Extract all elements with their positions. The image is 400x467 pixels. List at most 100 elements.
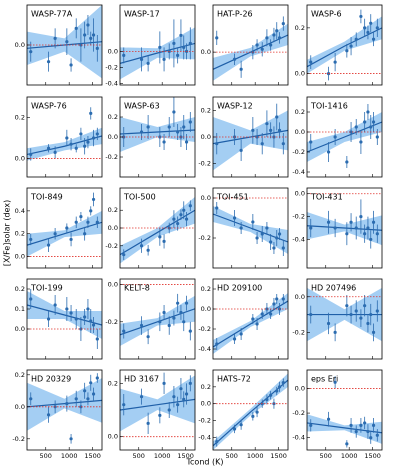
panel-frame xyxy=(306,369,383,451)
data-point xyxy=(359,423,363,427)
data-point xyxy=(83,389,87,393)
data-point xyxy=(265,397,269,402)
data-point xyxy=(277,385,282,389)
panel-title: eps Eri xyxy=(311,375,338,384)
confidence-band xyxy=(120,375,195,432)
data-point xyxy=(345,232,349,236)
y-tick-label: 0.0 xyxy=(15,41,25,49)
y-tick-label: 0.2 xyxy=(201,285,211,293)
data-point xyxy=(215,342,219,346)
data-point xyxy=(326,150,331,154)
data-point xyxy=(251,414,255,418)
y-tick-label: -0.4 xyxy=(198,345,211,353)
data-point xyxy=(265,226,269,230)
panel-title: TOI-1416 xyxy=(310,102,348,111)
data-point xyxy=(366,226,370,230)
data-point xyxy=(79,405,83,409)
data-point xyxy=(182,208,186,212)
y-tick-label: -0.4 xyxy=(292,168,305,176)
plot-area xyxy=(307,287,382,342)
plot-area xyxy=(27,289,102,349)
data-point xyxy=(345,304,349,308)
y-tick-label: 0.0 xyxy=(201,400,211,408)
panel: HD 3167 0.0 0.2 500 1000 1500 xyxy=(108,369,196,460)
data-point xyxy=(369,312,373,317)
y-tick-label: -0.4 xyxy=(292,235,305,243)
y-tick-label: 0.2 xyxy=(201,383,211,391)
data-point xyxy=(122,53,126,58)
x-tick-label: 500 xyxy=(40,452,52,460)
data-point xyxy=(333,135,337,139)
fit-line xyxy=(307,27,382,68)
panel: HD 209100 -0.4 -0.2 0.0 0.2 xyxy=(198,278,289,360)
data-point xyxy=(281,381,285,385)
data-point xyxy=(65,402,69,406)
panel: TOI-1416 -0.4 -0.2 0.0 0.2 xyxy=(292,96,383,178)
panel-frame xyxy=(119,4,196,86)
data-point xyxy=(232,216,237,220)
data-point xyxy=(251,317,255,321)
x-tick-label: 1500 xyxy=(84,452,101,460)
plot-area xyxy=(27,192,102,257)
data-point xyxy=(371,330,376,334)
fit-line xyxy=(120,129,195,135)
data-point xyxy=(269,240,273,244)
y-tick-label: 0.0 xyxy=(108,433,118,441)
y-tick-label: -0.2 xyxy=(292,409,305,417)
data-point xyxy=(309,312,313,317)
data-point xyxy=(158,320,162,324)
panel-title: WASP-77A xyxy=(31,10,73,19)
data-point xyxy=(251,220,255,224)
fit-line xyxy=(27,399,102,408)
data-point xyxy=(65,40,69,44)
panel-frame xyxy=(306,96,383,178)
fit-line xyxy=(27,221,102,246)
data-point xyxy=(265,36,269,40)
data-point xyxy=(359,140,363,144)
data-point xyxy=(277,128,282,132)
data-point xyxy=(281,142,285,146)
data-point xyxy=(89,319,93,323)
panel: HAT-P-26 0.0 xyxy=(201,4,289,86)
plot-area xyxy=(120,19,195,80)
panel-title: WASP-76 xyxy=(31,102,67,111)
data-point xyxy=(146,335,150,339)
panel-frame xyxy=(119,278,196,360)
data-point xyxy=(281,297,285,301)
y-tick-label: 0.0 xyxy=(108,133,118,141)
data-point xyxy=(146,248,150,252)
fit-line xyxy=(213,300,288,348)
plot-area xyxy=(120,284,195,346)
data-point xyxy=(79,327,83,331)
panel-title: HD 207496 xyxy=(311,284,356,293)
data-point xyxy=(162,310,166,315)
data-point xyxy=(139,130,144,134)
y-tick-label: 0.0 xyxy=(295,128,305,136)
panel-frame xyxy=(212,278,289,360)
data-point xyxy=(146,125,150,129)
y-tick-label: 0.2 xyxy=(201,106,211,114)
data-point xyxy=(366,321,370,326)
y-tick-label: 0.0 xyxy=(108,47,118,55)
y-tick-label: -0.2 xyxy=(12,435,25,443)
data-point xyxy=(83,232,87,236)
data-point xyxy=(326,321,331,326)
data-point xyxy=(95,220,99,224)
data-point xyxy=(184,217,189,221)
plot-area xyxy=(307,104,382,168)
data-point xyxy=(349,220,353,224)
data-point xyxy=(176,301,180,305)
y-tick-label: 0.0 xyxy=(201,48,211,56)
y-tick-label: 0.0 xyxy=(15,325,25,333)
y-tick-label: 0.0 xyxy=(108,281,118,289)
panel: WASP-6 0.0 0.2 xyxy=(295,4,383,86)
data-point xyxy=(239,67,243,71)
data-point xyxy=(269,393,273,397)
data-point xyxy=(162,239,166,243)
data-point xyxy=(239,332,243,336)
panel-frame xyxy=(306,187,383,269)
data-point xyxy=(375,433,379,437)
data-point xyxy=(375,26,379,30)
data-point xyxy=(326,417,331,421)
data-point xyxy=(275,115,279,119)
